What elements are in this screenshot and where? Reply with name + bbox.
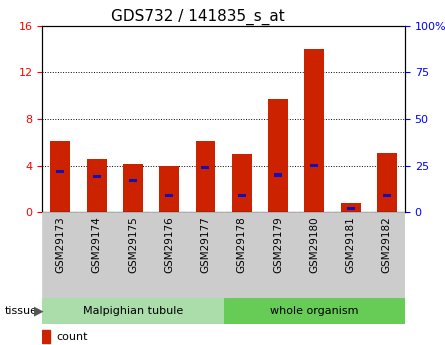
Bar [115,212,151,298]
Bar [57,169,65,173]
Bar [165,194,173,197]
Text: GSM29173: GSM29173 [56,217,65,273]
Bar [129,179,137,182]
Bar [377,153,397,212]
Text: Malpighian tubule: Malpighian tubule [83,306,183,316]
Text: ▶: ▶ [34,305,44,318]
Bar [202,166,210,169]
Text: GSM29175: GSM29175 [128,217,138,273]
Bar [187,212,224,298]
Bar [93,175,101,178]
Bar [42,298,224,324]
Bar [79,212,115,298]
Text: GSM29181: GSM29181 [346,217,356,273]
Text: GSM29180: GSM29180 [309,217,319,273]
Bar [383,194,391,197]
Bar [268,99,288,212]
Text: GDS732 / 141835_s_at: GDS732 / 141835_s_at [111,9,285,25]
Bar [42,330,50,343]
Text: GSM29176: GSM29176 [164,217,174,273]
Bar [159,166,179,212]
Bar [238,194,246,197]
Bar [310,164,318,167]
Text: GSM29174: GSM29174 [92,217,101,273]
Bar [260,212,296,298]
Bar [304,49,324,212]
Bar [224,212,260,298]
Bar [232,154,252,212]
Bar [347,207,355,210]
Bar [340,203,360,212]
Bar [274,173,282,177]
Bar [224,298,405,324]
Bar [296,212,332,298]
Bar [87,159,107,212]
Text: GSM29179: GSM29179 [273,217,283,273]
Text: GSM29177: GSM29177 [201,217,210,273]
Bar [369,212,405,298]
Text: GSM29178: GSM29178 [237,217,247,273]
Bar [123,165,143,212]
Text: count: count [56,332,88,342]
Bar [332,212,369,298]
Text: whole organism: whole organism [270,306,359,316]
Bar [50,141,70,212]
Bar [195,141,215,212]
Text: tissue: tissue [4,306,37,316]
Bar [151,212,187,298]
Bar [42,212,78,298]
Text: GSM29182: GSM29182 [382,217,392,273]
